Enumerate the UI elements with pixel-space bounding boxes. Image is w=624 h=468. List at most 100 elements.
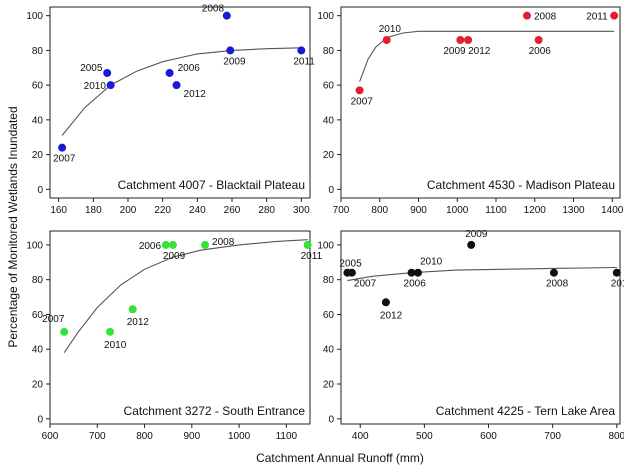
y-tick-label: 80 — [323, 46, 335, 57]
x-tick-label: 180 — [85, 205, 102, 216]
x-tick-label: 800 — [371, 205, 388, 216]
point-label: 2009 — [443, 46, 466, 57]
data-point — [58, 143, 67, 152]
panel-4: 400 500 600 700 800 0 20 40 60 80 100 2005 2007 2012 2… — [317, 229, 624, 442]
point-label: 2007 — [354, 279, 377, 290]
point-label: 2010 — [379, 24, 402, 35]
point-label: 2007 — [42, 314, 65, 325]
data-point — [128, 305, 137, 314]
point-label: 2011 — [586, 12, 608, 23]
point-label: 2005 — [80, 63, 103, 74]
data-point — [222, 11, 231, 20]
data-point — [413, 268, 422, 277]
point-label: 2008 — [546, 279, 569, 290]
point-label: 2007 — [53, 154, 76, 165]
y-tick-label: 40 — [32, 115, 44, 126]
data-point — [303, 240, 312, 249]
y-tick-label: 80 — [323, 275, 335, 286]
point-label: 2011 — [611, 279, 624, 290]
x-tick-label: 1000 — [228, 431, 251, 442]
data-point — [161, 240, 170, 249]
data-point — [355, 86, 364, 95]
data-point — [226, 46, 235, 55]
x-tick-label: 1200 — [524, 205, 547, 216]
data-point — [168, 240, 177, 249]
plot-frame — [340, 230, 621, 425]
data-point — [201, 240, 210, 249]
y-tick-label: 0 — [37, 185, 43, 196]
point-label: 2008 — [202, 4, 225, 15]
point-label: 2010 — [104, 340, 127, 351]
x-tick-label: 1300 — [562, 205, 585, 216]
data-point — [464, 35, 473, 44]
x-tick-label: 900 — [183, 431, 200, 442]
point-label: 2012 — [468, 46, 491, 57]
y-tick-label: 60 — [32, 81, 44, 92]
panel-title: Catchment 4225 - Tern Lake Area — [436, 404, 616, 418]
fit-curve — [63, 239, 308, 354]
y-tick-label: 60 — [323, 310, 335, 321]
y-tick-label: 60 — [323, 81, 335, 92]
x-tick-label: 500 — [416, 431, 433, 442]
panel-1: 160 180 200 220 240 260 280 300 0 20 40 60 80 100 2007… — [26, 4, 315, 216]
x-tick-label: 800 — [136, 431, 153, 442]
y-tick-label: 20 — [323, 150, 335, 161]
data-point — [523, 11, 531, 20]
data-point — [467, 240, 476, 249]
point-label: 2006 — [178, 63, 201, 74]
x-tick-label: 800 — [608, 431, 624, 442]
x-tick-label: 200 — [120, 205, 137, 216]
data-point — [60, 327, 69, 336]
y-tick-label: 100 — [26, 240, 43, 251]
point-label: 2009 — [223, 56, 246, 67]
panel-title: Catchment 3272 - South Entrance — [124, 404, 306, 418]
y-tick-label: 40 — [323, 115, 335, 126]
point-label: 2009 — [163, 251, 186, 262]
x-tick-label: 260 — [224, 205, 241, 216]
data-point — [347, 268, 356, 277]
y-tick-label: 80 — [32, 275, 44, 286]
data-point — [165, 68, 174, 77]
x-tick-label: 240 — [189, 205, 206, 216]
data-point — [382, 35, 391, 44]
point-label: 2007 — [351, 96, 374, 107]
fit-curve — [359, 30, 615, 82]
y-tick-label: 0 — [37, 414, 43, 425]
data-point — [381, 298, 390, 307]
x-tick-label: 1100 — [276, 431, 298, 442]
fit-curve — [61, 47, 302, 136]
y-tick-label: 100 — [317, 240, 334, 251]
x-tick-label: 700 — [89, 431, 106, 442]
point-label: 2006 — [139, 241, 162, 252]
x-tick-label: 220 — [154, 205, 171, 216]
y-tick-label: 100 — [317, 11, 334, 22]
plot-frame — [340, 6, 621, 199]
y-tick-label: 60 — [32, 310, 44, 321]
data-point — [172, 81, 181, 90]
x-tick-label: 600 — [480, 431, 497, 442]
data-point — [549, 268, 558, 277]
x-tick-label: 600 — [42, 431, 59, 442]
data-point — [456, 35, 465, 44]
point-label: 2006 — [404, 279, 427, 290]
point-label: 2009 — [465, 229, 488, 240]
fit-curve — [347, 266, 617, 282]
point-label: 2010 — [420, 257, 443, 268]
data-point — [407, 268, 416, 277]
point-label: 2012 — [380, 310, 403, 321]
y-tick-label: 20 — [323, 380, 335, 391]
panel-3: 600 700 800 900 1000 1100 0 20 40 60 80 100 2007 2010… — [26, 230, 323, 442]
point-label: 2008 — [212, 237, 235, 248]
y-axis-label: Percentage of Monitored Wetlands Inundat… — [6, 106, 20, 347]
point-label: 2011 — [301, 251, 323, 262]
point-label: 2012 — [127, 317, 150, 328]
y-tick-label: 0 — [328, 414, 334, 425]
point-label: 2011 — [293, 56, 315, 67]
data-point — [103, 68, 112, 77]
y-tick-label: 0 — [328, 185, 334, 196]
y-tick-label: 20 — [32, 380, 44, 391]
point-label: 2012 — [184, 89, 207, 100]
data-point — [610, 11, 619, 20]
data-point — [106, 81, 115, 90]
